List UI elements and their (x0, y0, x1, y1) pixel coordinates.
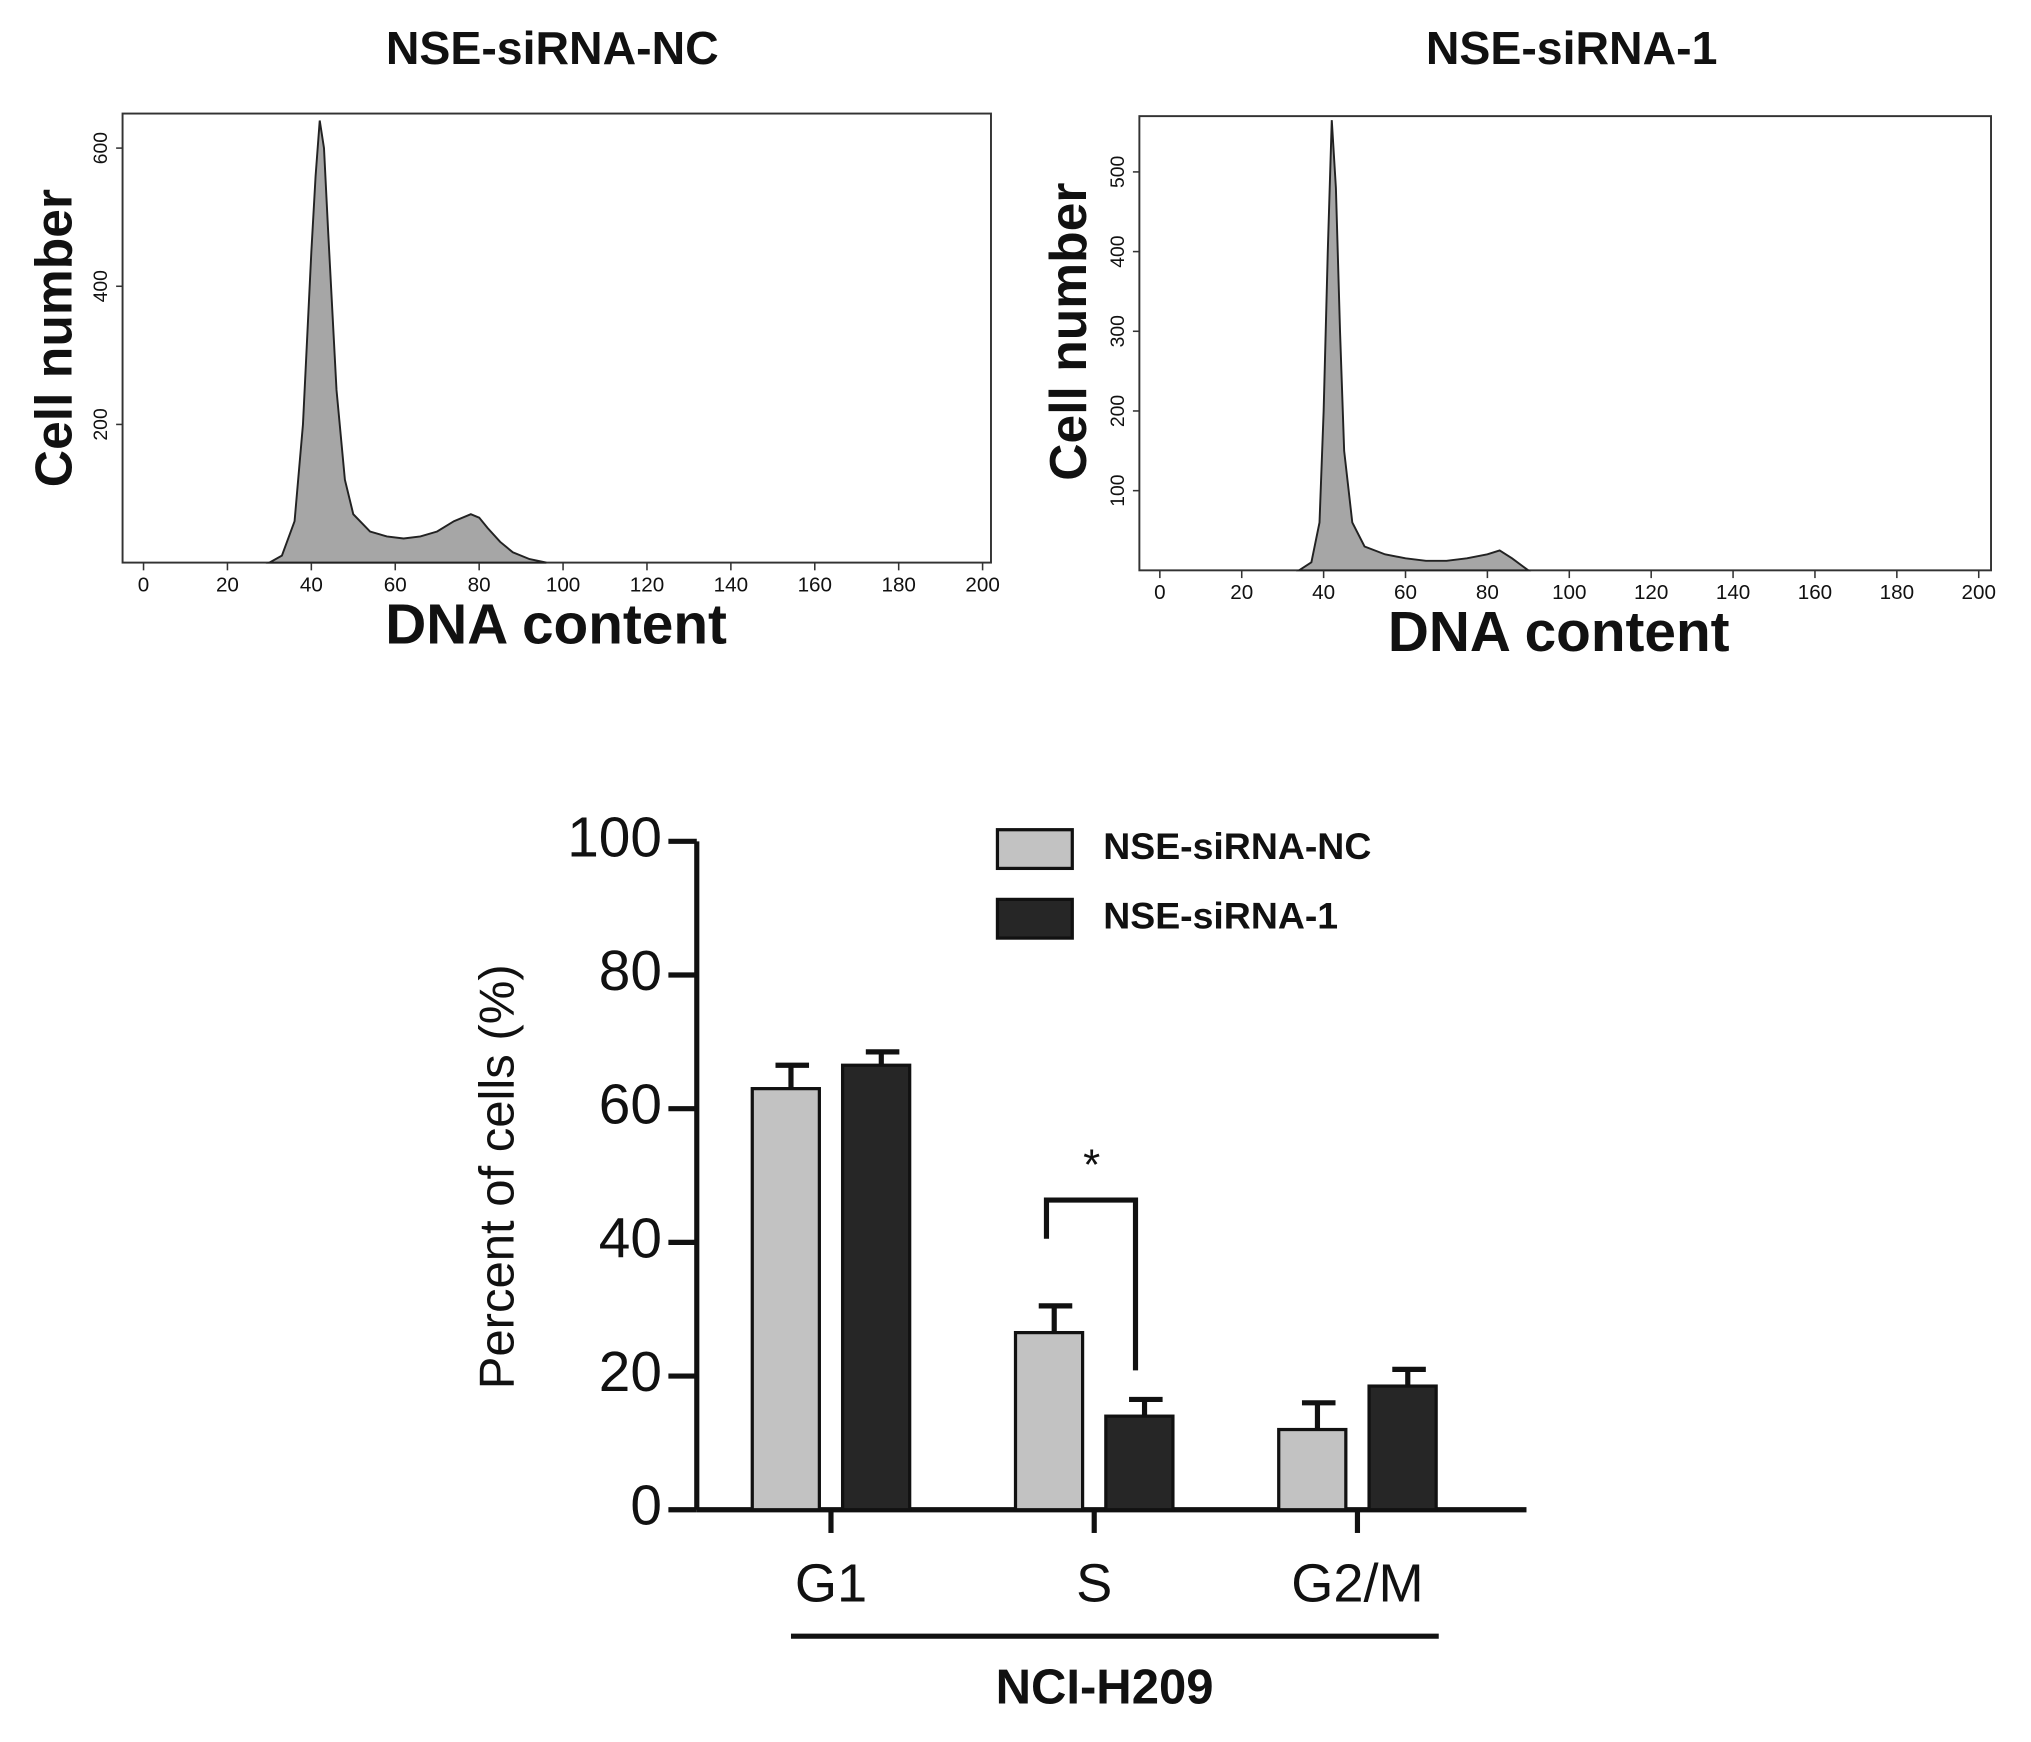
x-tick-label: 60 (1394, 581, 1417, 604)
x-tick-label: 20 (216, 573, 239, 596)
x-tick-label: 160 (1798, 581, 1832, 604)
y-tick-label: 60 (599, 1074, 662, 1137)
bar (840, 1063, 912, 1512)
y-axis-label: Percent of cells (%) (471, 964, 525, 1389)
y-tick-label: 40 (599, 1207, 662, 1270)
y-tick-label: 400 (1107, 235, 1129, 267)
x-tick-label: 80 (468, 573, 491, 596)
x-axis-label: DNA content (385, 593, 727, 656)
y-tick-label: 500 (1107, 156, 1129, 188)
y-tick-label: 400 (90, 270, 112, 302)
x-tick-label: 180 (1880, 581, 1914, 604)
x-tick-label: 200 (1962, 581, 1996, 604)
y-axis-label: Cell number (25, 189, 83, 487)
bar (1104, 1414, 1175, 1512)
y-tick-label: 600 (90, 132, 112, 164)
bar (750, 1087, 821, 1512)
x-tick-label: 120 (1634, 581, 1668, 604)
y-tick-label: 200 (90, 408, 112, 440)
x-tick-label: 0 (138, 573, 149, 596)
histogram-area (1295, 120, 1532, 572)
x-tick-label: 140 (1716, 581, 1750, 604)
y-tick-label: 80 (599, 940, 662, 1003)
x-tick-label: G2/M (1291, 1553, 1423, 1613)
x-tick-label: 40 (1312, 581, 1335, 604)
significance-bracket (1043, 1197, 1139, 1371)
y-tick-label: 100 (567, 806, 662, 869)
x-tick-label: 80 (1476, 581, 1499, 604)
legend-swatch (995, 828, 1074, 871)
chart-title: NSE-siRNA-1 (1426, 22, 1718, 74)
y-tick-label: 0 (630, 1475, 662, 1538)
x-tick-label: 160 (798, 573, 832, 596)
bar (1013, 1330, 1085, 1512)
x-tick-label: 200 (965, 573, 999, 596)
x-tick-label: 100 (546, 573, 580, 596)
y-tick-label: 20 (599, 1341, 662, 1404)
group-label: NCI-H209 (996, 1660, 1214, 1714)
y-axis-label: Cell number (1039, 183, 1097, 481)
x-tick-label: S (1076, 1553, 1112, 1613)
legend-swatch (995, 897, 1074, 940)
chart-title: NSE-siRNA-NC (386, 22, 719, 74)
x-tick-label: 40 (300, 573, 323, 596)
x-tick-label: 140 (714, 573, 748, 596)
legend-label: NSE-siRNA-1 (1103, 895, 1338, 937)
x-tick-label: 120 (630, 573, 664, 596)
histogram-area (265, 120, 547, 564)
annotation: * (1083, 1140, 1100, 1189)
plot-frame (1138, 115, 1992, 572)
x-tick-label: G1 (795, 1553, 867, 1613)
y-tick-label: 300 (1107, 315, 1129, 347)
bar (1277, 1427, 1348, 1512)
y-tick-label: 200 (1107, 395, 1129, 427)
x-tick-label: 0 (1154, 581, 1165, 604)
x-tick-label: 60 (384, 573, 407, 596)
y-tick-label: 100 (1107, 475, 1129, 507)
x-axis-label: DNA content (1388, 601, 1730, 664)
legend-label: NSE-siRNA-NC (1103, 825, 1371, 867)
plot-frame (121, 112, 992, 564)
x-tick-label: 180 (881, 573, 915, 596)
bar (1367, 1384, 1438, 1512)
x-tick-label: 100 (1552, 581, 1586, 604)
x-tick-label: 20 (1230, 581, 1253, 604)
